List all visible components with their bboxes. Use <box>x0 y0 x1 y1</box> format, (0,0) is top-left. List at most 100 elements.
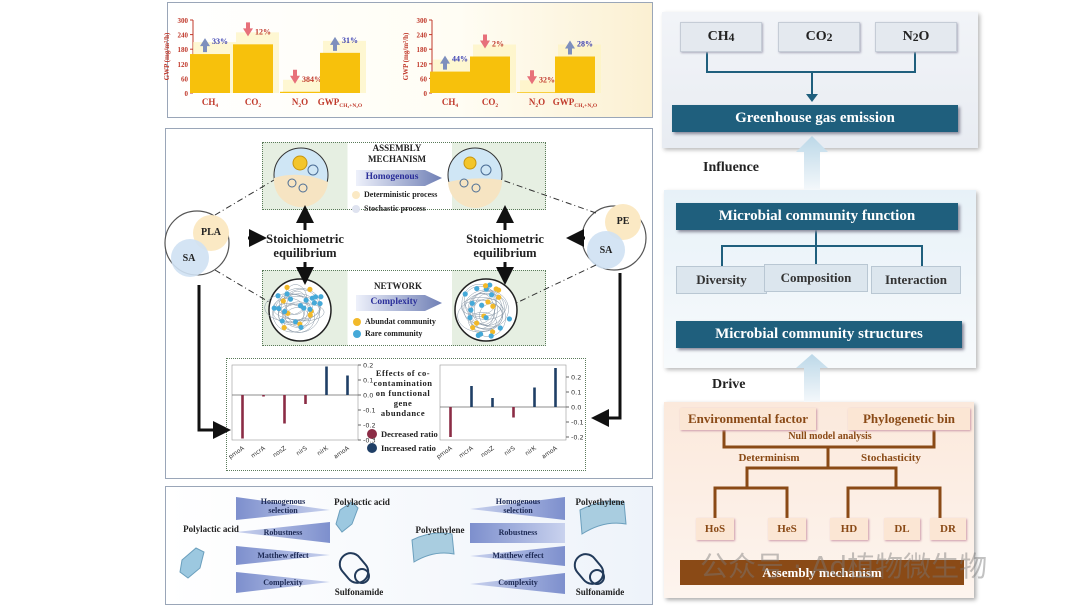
gene-bar-nosZ <box>283 395 286 424</box>
null-model-label: Null model analysis <box>788 431 872 442</box>
network-node <box>487 282 493 288</box>
gene-title-line: gene abundance <box>380 398 426 418</box>
network-node <box>495 287 502 293</box>
left-wedge-robustness: Robustness <box>263 528 303 537</box>
network-node <box>474 320 480 326</box>
y-tick-label: 0.2 <box>363 362 373 370</box>
gas-label-tail: O <box>918 29 930 44</box>
network-node <box>477 331 484 337</box>
y-tick-label: 240 <box>417 32 428 40</box>
gene-bar-nirS <box>304 395 307 404</box>
percent-change: 32% <box>539 75 555 84</box>
right-wedge-homogenous: Homogenous selection <box>495 497 541 515</box>
network-node <box>479 302 485 308</box>
network-node <box>467 315 473 321</box>
percent-change: 28% <box>577 40 593 49</box>
plastic-bottle-icon <box>179 501 359 579</box>
plastic-film-icon <box>411 500 627 563</box>
assembly-tree-lines <box>713 430 942 520</box>
network-node <box>297 303 304 309</box>
assembly-circle-left <box>273 147 329 208</box>
network-node <box>485 299 491 305</box>
assembly-circle-right <box>447 147 503 208</box>
network-node <box>307 306 313 312</box>
leaf-dr: DR <box>930 518 966 540</box>
network-node <box>307 312 313 318</box>
bar-GWP CH4+N2O <box>320 52 360 93</box>
gas-subscript: 2 <box>912 30 919 44</box>
increased-legend-dot <box>367 443 377 453</box>
gene-bar-pmoA <box>241 395 244 439</box>
network-edge <box>273 303 305 324</box>
gas-label: CO <box>805 29 827 44</box>
percent-change: 33% <box>212 37 228 46</box>
gene-title-line: Effects of co- <box>375 368 431 378</box>
bar-glow <box>283 79 326 93</box>
stoich-left-2: equilibrium <box>273 246 337 260</box>
y-tick-label: 120 <box>178 61 189 69</box>
y-tick-label: 0.2 <box>571 374 581 382</box>
stoichiometric-arrows <box>248 205 585 285</box>
gas-merge-lines <box>706 52 916 96</box>
left-sulfonamide-label: Sulfonamide <box>334 587 384 597</box>
stoich-left-1: Stoichiometric <box>266 232 344 246</box>
drive-label: Drive <box>712 377 746 392</box>
bar-GWP CH4+N2O <box>555 56 595 93</box>
network-node <box>474 285 480 292</box>
network-node <box>281 325 287 331</box>
watermark: 公众号 · Ad植物微生物 <box>700 550 988 583</box>
increase-arrow-icon <box>565 40 575 55</box>
y-tick-label: 0.0 <box>363 392 373 400</box>
network-node <box>284 284 290 290</box>
left-wedge-complexity: Complexity <box>263 578 303 587</box>
leaf-hes: HeS <box>768 518 806 540</box>
network-node <box>462 291 468 297</box>
network-node <box>489 292 495 298</box>
stochastic-legend: Stochastic process <box>364 204 426 213</box>
gas-box-co2: CO 2 <box>778 22 860 52</box>
network-node <box>287 296 294 302</box>
network-edge <box>278 304 305 326</box>
gas-subscript: 2 <box>826 30 833 44</box>
network-node <box>311 300 317 306</box>
right-source-label: Polyethylene <box>415 525 465 535</box>
right-wedges <box>470 497 565 594</box>
network-title: NETWORK <box>373 281 423 291</box>
environmental-factor-box: Environmental factor <box>680 408 816 430</box>
increased-legend: Increased ratio <box>381 443 436 453</box>
right-wedge-matthew: Matthew effect <box>492 551 544 560</box>
right-sulfonamide-label: Sulfonamide <box>575 587 625 597</box>
y-tick-label: 180 <box>178 46 189 54</box>
percent-change: 44% <box>452 55 468 64</box>
y-tick-label: 180 <box>417 46 428 54</box>
network-node <box>488 333 494 339</box>
network-node <box>312 294 319 300</box>
network-node <box>279 318 285 324</box>
merge-arrowhead <box>806 94 818 102</box>
gene-bar-nirK <box>325 366 328 395</box>
network-node <box>483 315 489 321</box>
stochasticity-label: Stochasticity <box>861 452 921 464</box>
category-label: CO2 <box>482 97 499 109</box>
bar-N2O <box>280 91 320 93</box>
structures-box: Microbial community structures <box>676 321 962 348</box>
assembly-title-2: MECHANISM <box>368 154 426 164</box>
assembly-mechanism-bar: Assembly mechanism <box>680 560 964 585</box>
plot-frame <box>231 364 359 441</box>
deterministic-legend: Deterministic process <box>364 190 438 199</box>
decreased-legend: Decreased ratio <box>381 429 438 439</box>
abundant-legend-dot <box>353 318 361 326</box>
y-tick-label: 0.1 <box>363 377 373 385</box>
network-node <box>482 283 489 289</box>
bar-glow <box>520 80 563 93</box>
gas-label: CH <box>707 29 729 44</box>
network-edge <box>467 293 495 329</box>
deterministic-legend-dot <box>352 191 360 199</box>
network-node <box>307 286 313 293</box>
homogenous-label: Homogenous <box>365 172 419 182</box>
y-tick-label: 60 <box>181 75 189 83</box>
left-wedge-matthew: Matthew effect <box>257 551 309 560</box>
